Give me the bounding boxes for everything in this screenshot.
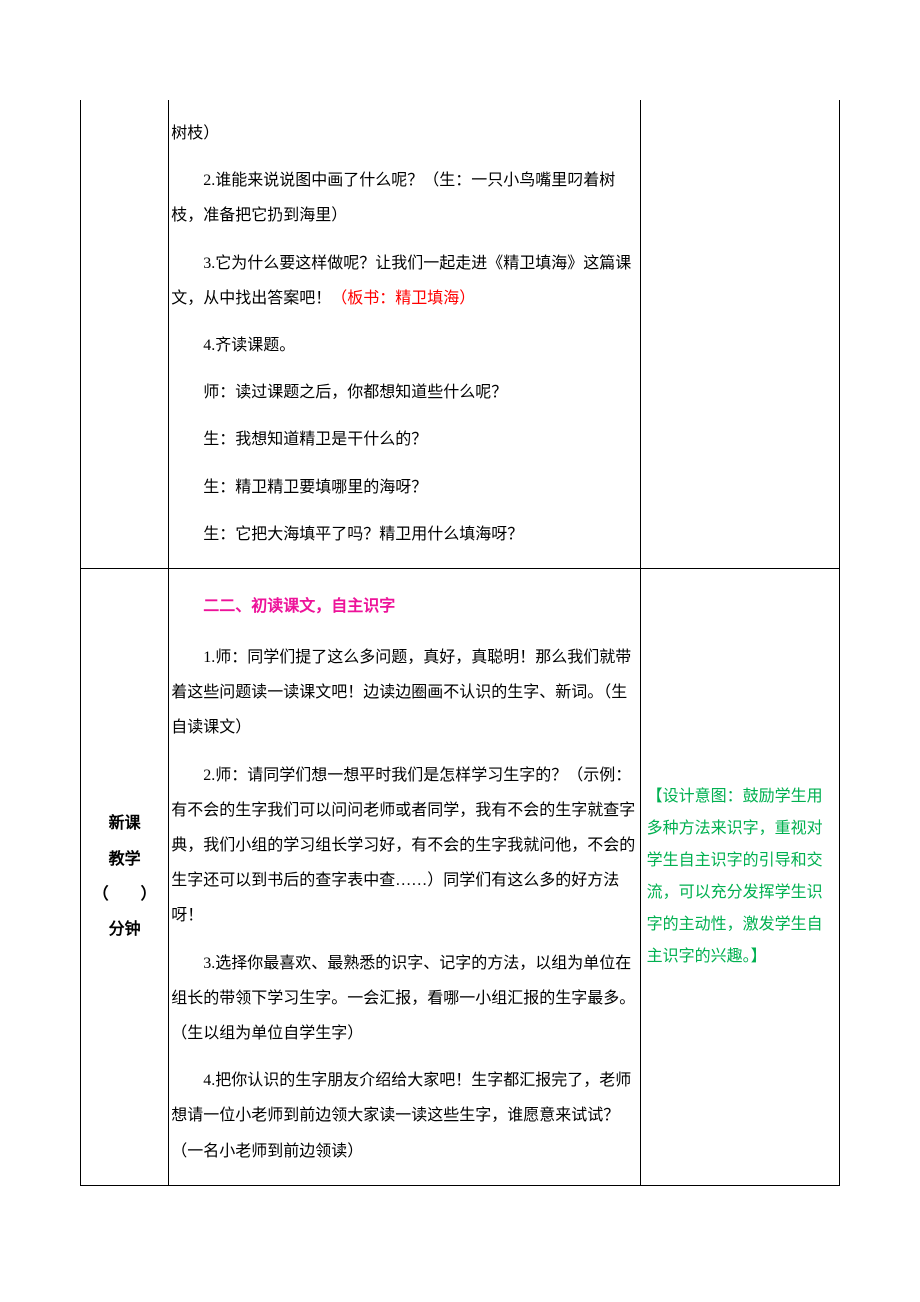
lesson-table: 树枝） 2.谁能来说说图中画了什么呢？（生：一只小鸟嘴里叼着树枝，准备把它扔到海… xyxy=(80,100,840,1186)
r2-p1: 1.师：同学们提了这么多问题，真好，真聪明！那么我们就带着这些问题读一读课文吧！… xyxy=(169,634,639,752)
r1-p7: 生：精卫精卫要填哪里的海呀？ xyxy=(169,464,639,511)
r1-p3: 3.它为什么要这样做呢？让我们一起走进《精卫填海》这篇课文，从中找出答案吧！（板… xyxy=(169,240,639,322)
r1-p5: 师：读过课题之后，你都想知道些什么呢？ xyxy=(169,369,639,416)
r2-p3: 3.选择你最喜欢、最熟悉的识字、记字的方法，以组为单位在组长的带领下学习生字。一… xyxy=(169,940,639,1058)
r1-p8: 生：它把大海填平了吗？精卫用什么填海呀？ xyxy=(169,511,639,558)
section-title-text: 二二、初读课文，自主识字 xyxy=(203,598,395,615)
r1-p6: 生：我想知道精卫是干什么的？ xyxy=(169,416,639,463)
r1-p4: 4.齐读课题。 xyxy=(169,322,639,369)
r2-p4: 4.把你认识的生字朋友介绍给大家吧！生字都汇报完了，老师想请一位小老师到前边领大… xyxy=(169,1057,639,1175)
label-line1: 新课 xyxy=(85,806,164,841)
row2-content-cell: 二二、初读课文，自主识字 1.师：同学们提了这么多问题，真好，真聪明！那么我们就… xyxy=(169,568,640,1185)
r2-p2: 2.师：请同学们想一想平时我们是怎样学习生字的？（示例：有不会的生字我们可以问问… xyxy=(169,752,639,940)
section-title: 二二、初读课文，自主识字 xyxy=(169,579,639,634)
row2-note-cell: 【设计意图：鼓励学生用多种方法来识字，重视对学生自主识字的引导和交流，可以充分发… xyxy=(640,568,839,1185)
label-line2: 教学 xyxy=(85,842,164,877)
row2-label-cell: 新课 教学 （ ） 分钟 xyxy=(81,568,169,1185)
table-row-2: 新课 教学 （ ） 分钟 二二、初读课文，自主识字 1.师：同学们提了这么多问题… xyxy=(81,568,840,1185)
design-intent-note: 【设计意图：鼓励学生用多种方法来识字，重视对学生自主识字的引导和交流，可以充分发… xyxy=(645,777,835,977)
table-row-1: 树枝） 2.谁能来说说图中画了什么呢？（生：一只小鸟嘴里叼着树枝，准备把它扔到海… xyxy=(81,100,840,568)
r1-p2: 2.谁能来说说图中画了什么呢？（生：一只小鸟嘴里叼着树枝，准备把它扔到海里） xyxy=(169,157,639,239)
row1-label-cell xyxy=(81,100,169,568)
label-line4: 分钟 xyxy=(85,912,164,947)
r1-p3-board: （板书：精卫填海） xyxy=(331,290,475,307)
row1-note-cell xyxy=(640,100,839,568)
r1-p1: 树枝） xyxy=(169,110,639,157)
row1-content-cell: 树枝） 2.谁能来说说图中画了什么呢？（生：一只小鸟嘴里叼着树枝，准备把它扔到海… xyxy=(169,100,640,568)
label-line3: （ ） xyxy=(85,877,164,912)
